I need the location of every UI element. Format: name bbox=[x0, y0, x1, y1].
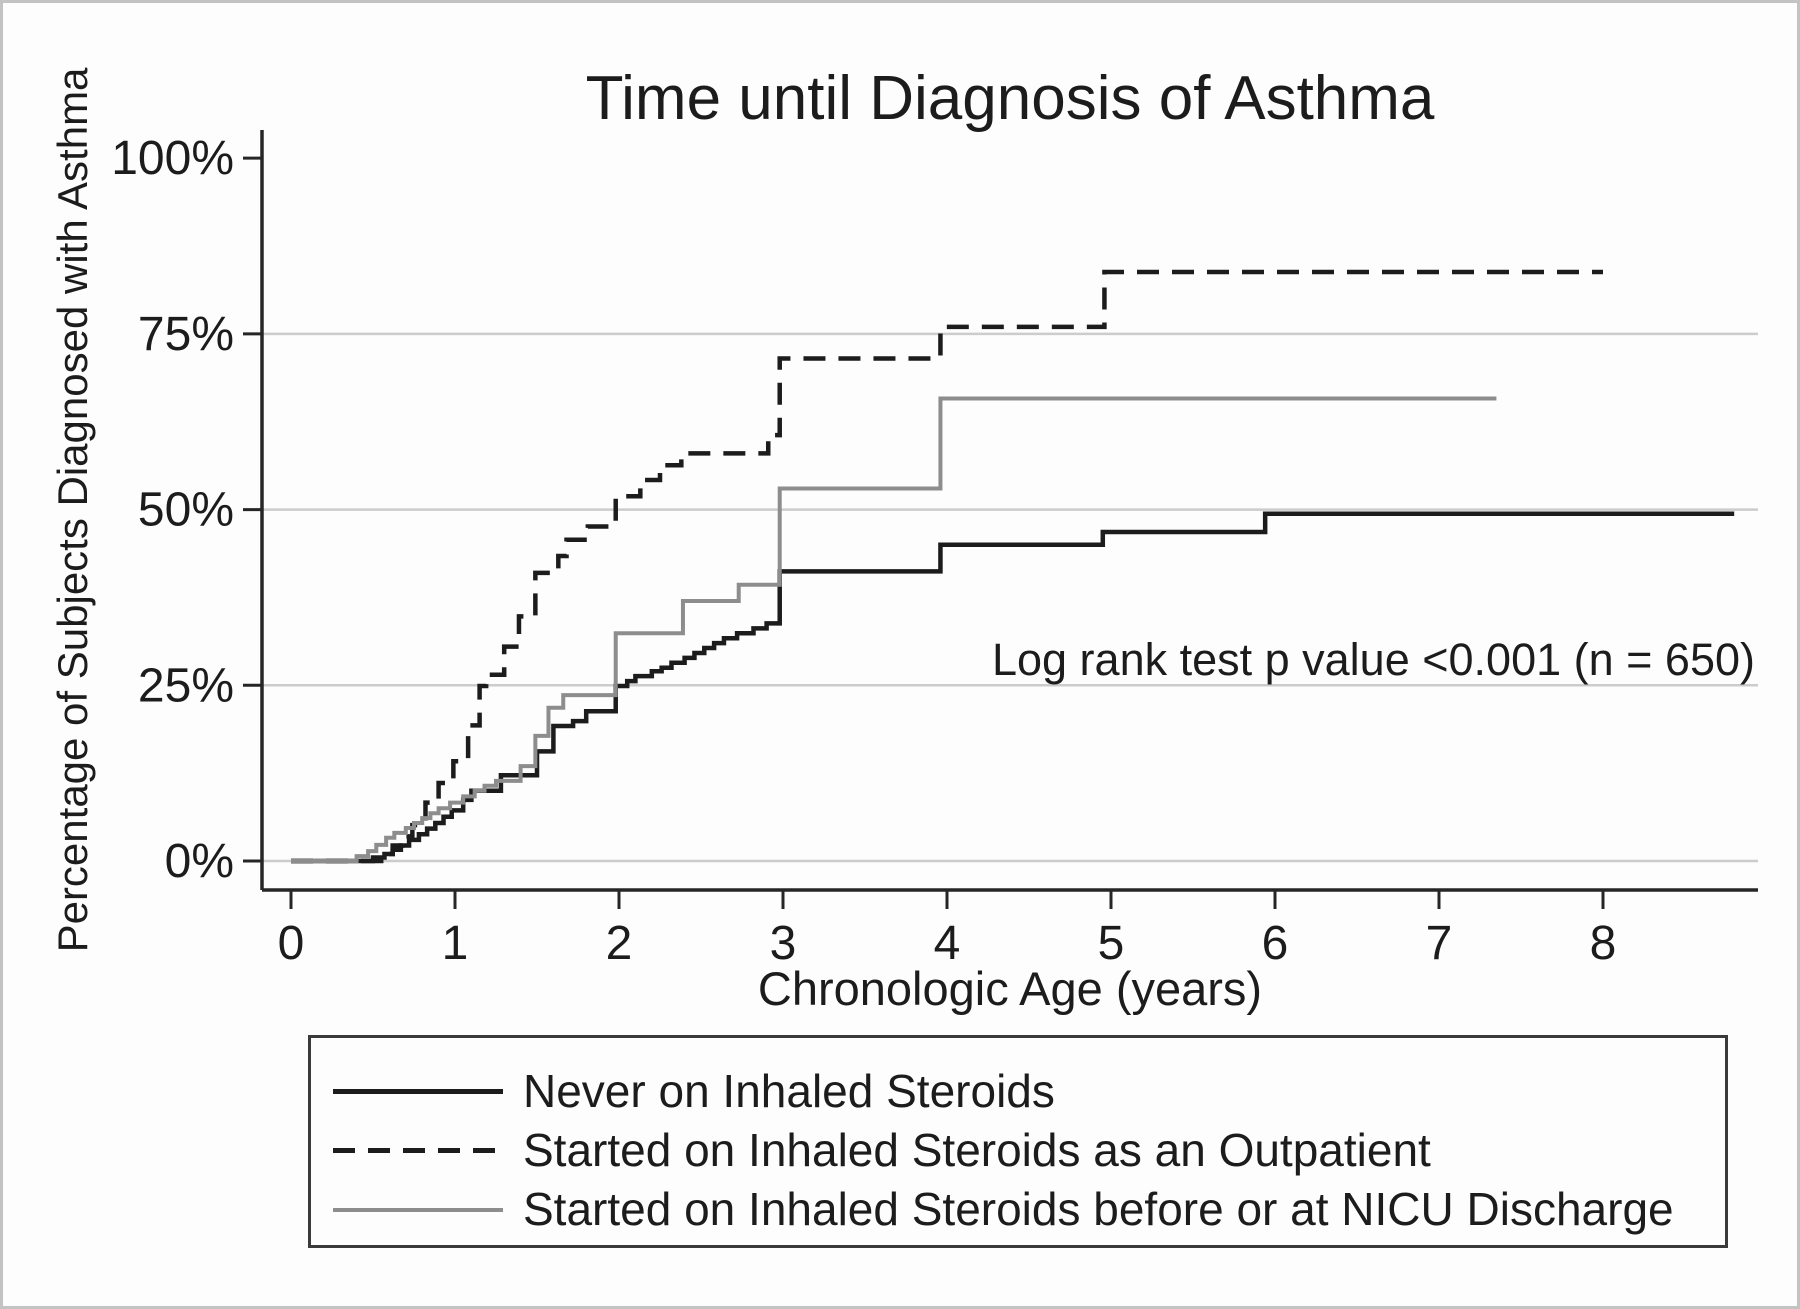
x-tick-label-4: 4 bbox=[934, 917, 961, 970]
km-curve-started-steroids-outpatient bbox=[291, 269, 1603, 864]
x-tick-label-1: 1 bbox=[442, 917, 469, 970]
legend-item-never-steroids: Never on Inhaled Steroids bbox=[311, 1067, 1725, 1115]
y-tick-label-50: 50% bbox=[138, 484, 234, 537]
legend-label: Never on Inhaled Steroids bbox=[523, 1065, 1055, 1117]
x-tick-label-0: 0 bbox=[278, 917, 305, 970]
x-tick-label-2: 2 bbox=[606, 917, 633, 970]
km-plot-area: 0% 25% 50% 75% 100% 0 1 2 3 4 5 6 7 8 bbox=[111, 130, 1758, 970]
log-rank-annotation: Log rank test p value <0.001 (n = 650) bbox=[991, 634, 1755, 685]
km-curve-never-on-inhaled-steroids bbox=[291, 511, 1735, 864]
legend-label: Started on Inhaled Steroids as an Outpat… bbox=[523, 1124, 1431, 1176]
chart-title: Time until Diagnosis of Asthma bbox=[585, 64, 1435, 133]
legend-label: Started on Inhaled Steroids before or at… bbox=[523, 1183, 1674, 1235]
x-tick-label-6: 6 bbox=[1262, 917, 1289, 970]
x-tick-label-3: 3 bbox=[770, 917, 797, 970]
x-tick-label-8: 8 bbox=[1590, 917, 1617, 970]
x-tick-label-5: 5 bbox=[1098, 917, 1125, 970]
legend-box: Never on Inhaled Steroids Started on Inh… bbox=[308, 1035, 1728, 1248]
km-curve-started-steroids-nicu-discharge bbox=[291, 396, 1497, 863]
legend-line-sample-dashed-black bbox=[333, 1148, 503, 1153]
legend-item-nicu-steroids: Started on Inhaled Steroids before or at… bbox=[311, 1185, 1725, 1233]
legend-line-sample-solid-gray bbox=[333, 1208, 503, 1212]
x-tick-label-7: 7 bbox=[1426, 917, 1453, 970]
y-tick-label-25: 25% bbox=[138, 659, 234, 712]
y-tick-label-0: 0% bbox=[165, 835, 234, 888]
x-axis-title: Chronologic Age (years) bbox=[757, 962, 1263, 1015]
legend-item-outpatient-steroids: Started on Inhaled Steroids as an Outpat… bbox=[311, 1126, 1725, 1174]
y-tick-label-100: 100% bbox=[111, 132, 234, 185]
legend-line-sample-solid-black bbox=[333, 1089, 503, 1094]
y-tick-label-75: 75% bbox=[138, 308, 234, 361]
